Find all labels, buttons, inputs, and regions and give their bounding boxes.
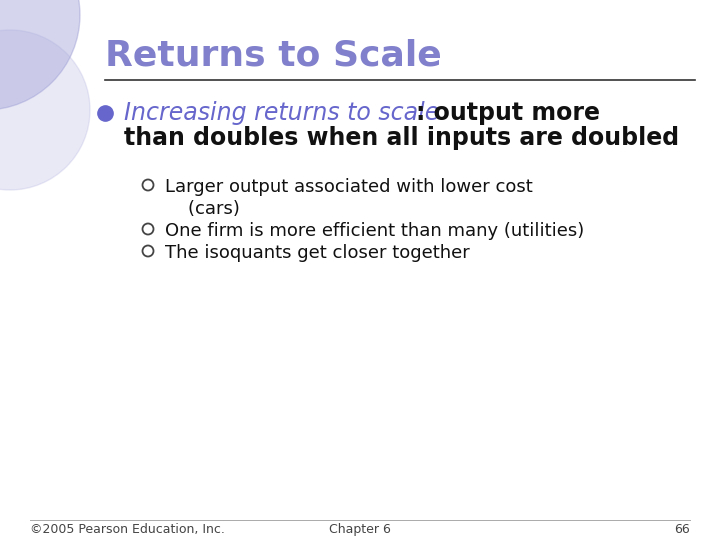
Circle shape xyxy=(0,30,90,190)
Text: Larger output associated with lower cost: Larger output associated with lower cost xyxy=(165,178,533,196)
Text: than doubles when all inputs are doubled: than doubles when all inputs are doubled xyxy=(124,126,679,150)
Text: Increasing returns to scale: Increasing returns to scale xyxy=(124,101,439,125)
Text: ©2005 Pearson Education, Inc.: ©2005 Pearson Education, Inc. xyxy=(30,523,225,536)
Text: 66: 66 xyxy=(674,523,690,536)
Text: (cars): (cars) xyxy=(165,200,240,218)
Text: The isoquants get closer together: The isoquants get closer together xyxy=(165,244,469,262)
Circle shape xyxy=(0,0,80,110)
Text: Chapter 6: Chapter 6 xyxy=(329,523,391,536)
Text: : output more: : output more xyxy=(416,101,600,125)
Text: Returns to Scale: Returns to Scale xyxy=(105,38,442,72)
Text: One firm is more efficient than many (utilities): One firm is more efficient than many (ut… xyxy=(165,222,584,240)
